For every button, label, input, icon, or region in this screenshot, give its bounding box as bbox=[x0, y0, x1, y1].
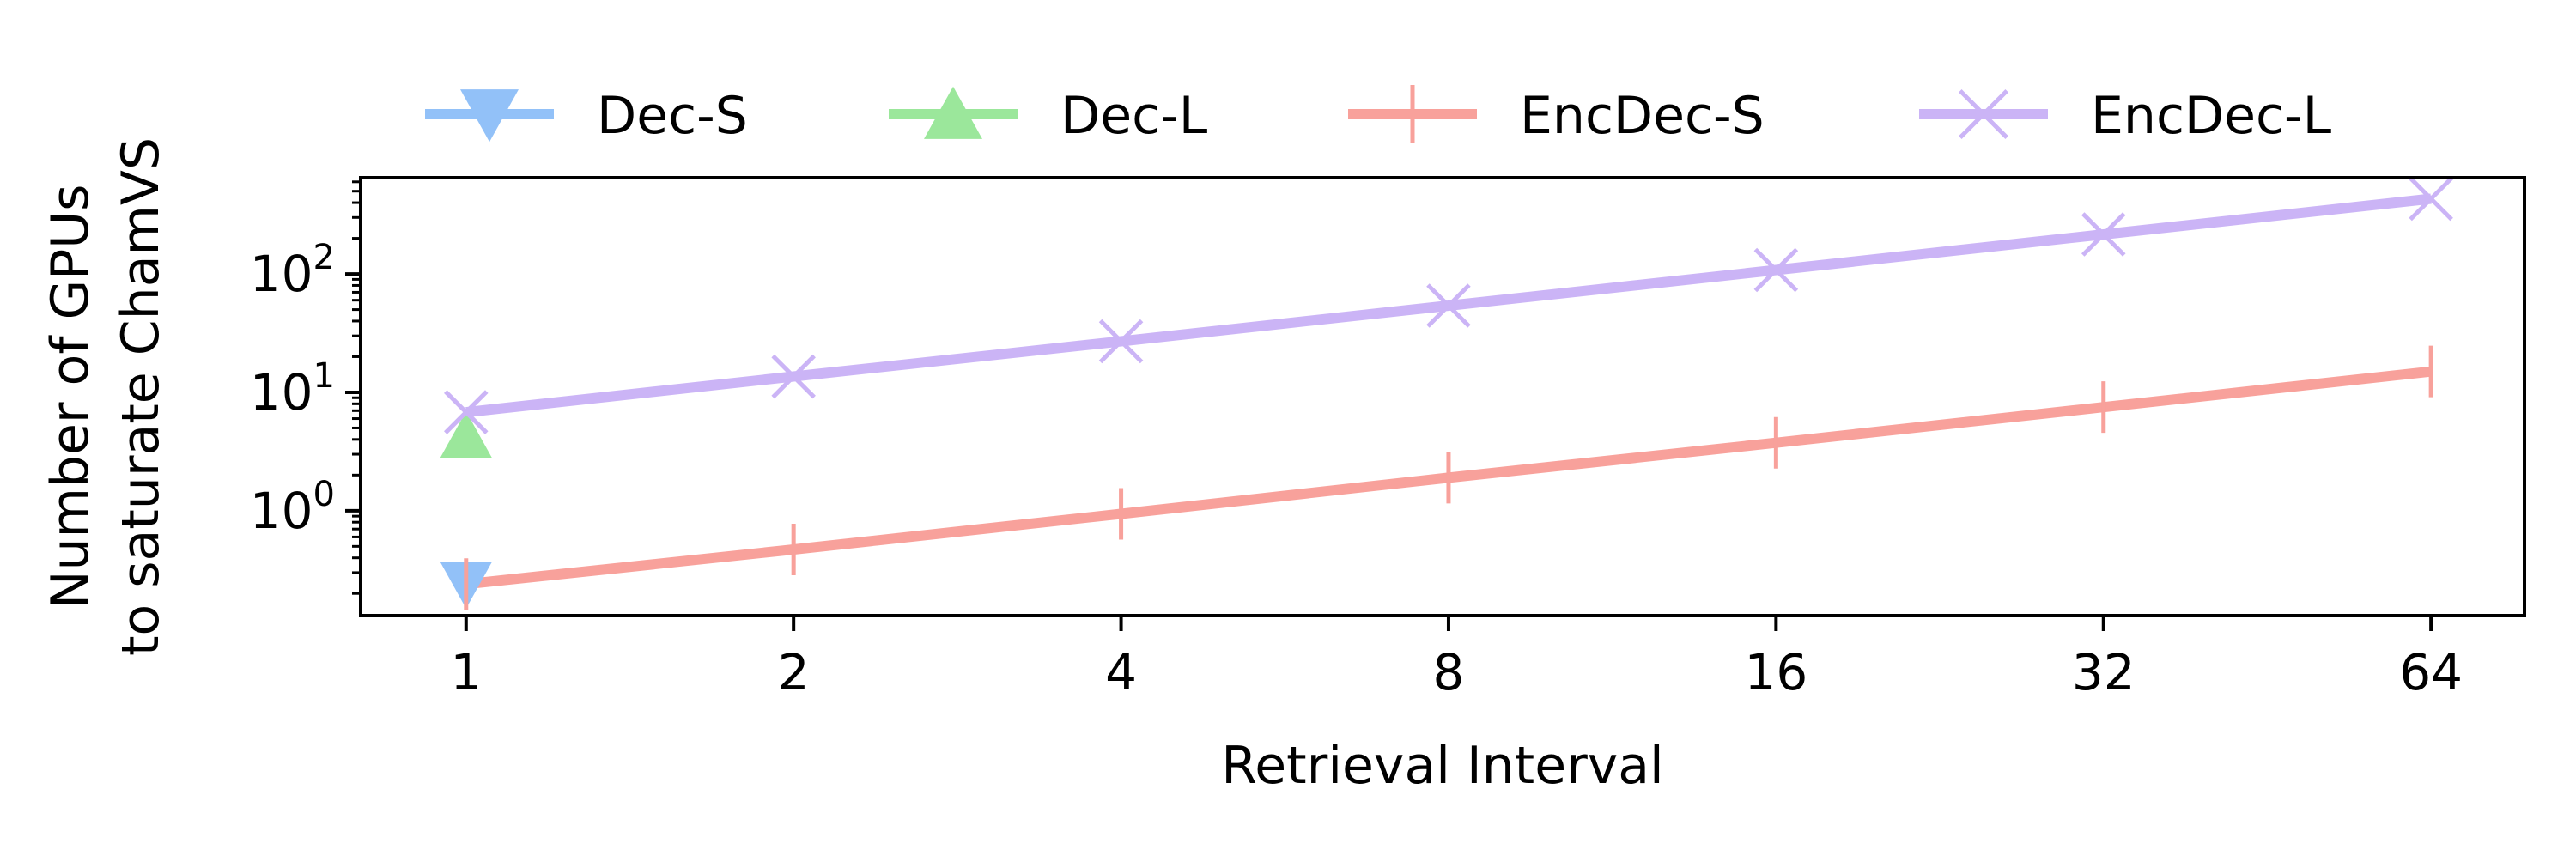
legend-item-encdec-l: EncDec-L bbox=[1919, 86, 2332, 146]
x-axis-label: Retrieval Interval bbox=[1221, 736, 1663, 796]
data-point-encdec-l-5 bbox=[2081, 212, 2126, 257]
data-point-encdec-l-1 bbox=[771, 354, 816, 399]
data-point-dec-l-0 bbox=[440, 410, 492, 458]
x-tick-label-32: 32 bbox=[2072, 643, 2136, 701]
data-point-encdec-l-2-stroke-b bbox=[1098, 319, 1144, 364]
y-tick-label-0: 100 bbox=[250, 475, 335, 540]
x-axis: 1 2 4 8 16 32 64 bbox=[450, 616, 2463, 701]
data-point-encdec-l-6-stroke-b bbox=[2409, 176, 2453, 222]
legend-marker-encdec-l-stroke-b bbox=[1959, 89, 2008, 139]
legend-marker-dec-s bbox=[460, 89, 519, 143]
x-tick-label-2: 2 bbox=[778, 643, 810, 701]
legend-item-encdec-s: EncDec-S bbox=[1348, 85, 1765, 146]
legend-marker-encdec-l bbox=[1959, 89, 2008, 139]
x-tick-label-64: 64 bbox=[2399, 643, 2463, 701]
data-point-encdec-l-3-stroke-b bbox=[1426, 283, 1471, 328]
legend: Dec-S Dec-L EncDec-S EncDec-L bbox=[425, 85, 2332, 146]
x-tick-label-4: 4 bbox=[1105, 643, 1137, 701]
data-point-encdec-l-6 bbox=[2409, 176, 2453, 222]
y-tick-label-2: 102 bbox=[250, 238, 335, 303]
legend-label-encdec-l: EncDec-L bbox=[2091, 86, 2332, 146]
legend-marker-dec-l bbox=[924, 86, 982, 139]
y-tick-label-1: 101 bbox=[250, 356, 335, 422]
legend-label-dec-s: Dec-S bbox=[597, 86, 748, 146]
data-point-encdec-l-0 bbox=[444, 390, 489, 434]
data-point-encdec-l-5-stroke-b bbox=[2081, 212, 2126, 257]
x-tick-label-16: 16 bbox=[1744, 643, 1807, 701]
y-axis-label-line-2: to saturate ChamVS bbox=[111, 137, 171, 656]
y-axis-label: Number of GPUs to saturate ChamVS bbox=[40, 137, 171, 656]
legend-label-dec-l: Dec-L bbox=[1060, 86, 1208, 146]
x-tick-label-1: 1 bbox=[450, 643, 482, 701]
y-axis-label-line-1: Number of GPUs bbox=[40, 185, 100, 610]
y-axis: 100 101 102 bbox=[250, 180, 361, 595]
data-point-encdec-l-3 bbox=[1426, 283, 1471, 328]
x-tick-label-8: 8 bbox=[1433, 643, 1465, 701]
plot-marks bbox=[440, 176, 2453, 610]
data-point-encdec-l-1-stroke-b bbox=[771, 354, 816, 399]
legend-item-dec-s: Dec-S bbox=[425, 86, 748, 146]
legend-label-encdec-s: EncDec-S bbox=[1520, 86, 1765, 146]
data-point-encdec-l-4 bbox=[1753, 247, 1799, 293]
legend-item-dec-l: Dec-L bbox=[889, 86, 1208, 146]
data-point-encdec-l-0-stroke-b bbox=[444, 390, 489, 434]
data-point-encdec-l-4-stroke-b bbox=[1753, 247, 1799, 293]
data-point-encdec-l-2 bbox=[1098, 319, 1144, 364]
